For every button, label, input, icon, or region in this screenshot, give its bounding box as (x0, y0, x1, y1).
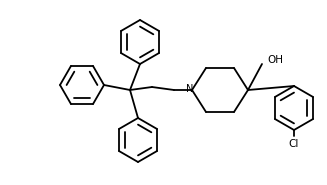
Text: N: N (186, 84, 194, 94)
Text: Cl: Cl (289, 139, 299, 149)
Text: OH: OH (267, 55, 283, 65)
